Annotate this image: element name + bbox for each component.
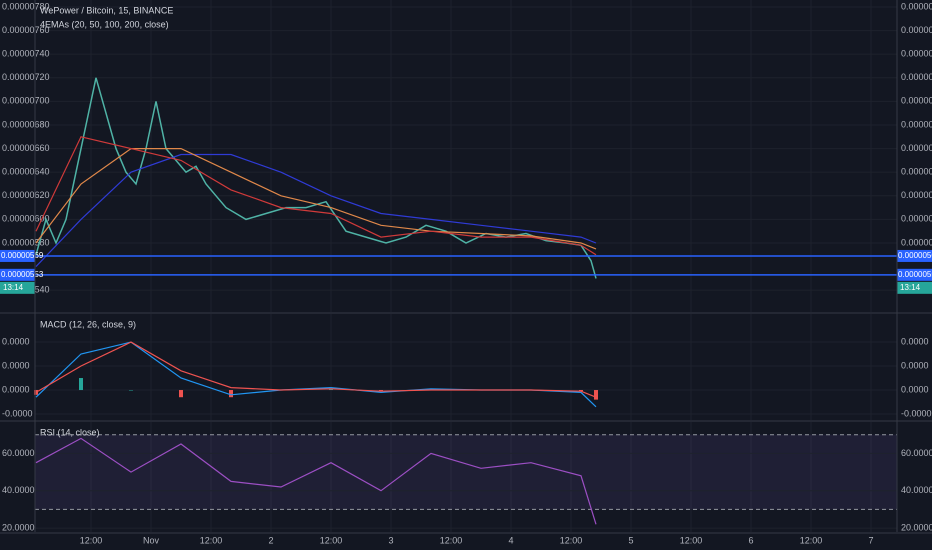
y-tick-label: 60.0000 bbox=[901, 448, 932, 458]
price-label: 0.00000553 bbox=[1, 270, 44, 279]
histogram-bar bbox=[79, 378, 83, 391]
series-line bbox=[35, 341, 597, 398]
x-tick-label: 12:00 bbox=[320, 535, 343, 545]
price-label-box bbox=[0, 268, 35, 281]
countdown: 13:14 bbox=[3, 283, 24, 292]
y-tick-label: 0.00000640 bbox=[2, 167, 50, 177]
x-tick-label: Nov bbox=[143, 535, 160, 545]
x-tick-label: 12:00 bbox=[560, 535, 583, 545]
pane-title: WePower / Bitcoin, 15, BINANCE bbox=[40, 5, 173, 15]
price-label: 0.00000569 bbox=[1, 251, 44, 260]
x-tick-label: 12:00 bbox=[800, 535, 823, 545]
series-line bbox=[35, 437, 597, 525]
y-tick-label: 0.0000 bbox=[901, 336, 929, 346]
x-tick-label: 5 bbox=[628, 535, 633, 545]
countdown-box bbox=[897, 281, 932, 294]
histogram-bar bbox=[594, 390, 598, 400]
y-tick-label: 0.00000780 bbox=[901, 1, 932, 11]
countdown-box bbox=[0, 281, 35, 294]
y-tick-label: 0.00000580 bbox=[901, 237, 932, 247]
histogram-bar bbox=[34, 390, 38, 395]
y-tick-label: 0.00000700 bbox=[901, 96, 932, 106]
y-tick-label: 0.0000 bbox=[901, 360, 929, 370]
x-tick-label: 12:00 bbox=[680, 535, 703, 545]
pane-subtitle: 4EMAs (20, 50, 100, 200, close) bbox=[40, 19, 169, 29]
y-tick-label: 60.0000 bbox=[2, 448, 35, 458]
y-tick-label: 20.0000 bbox=[2, 522, 35, 532]
y-tick-label: 0.00000780 bbox=[2, 1, 50, 11]
x-tick-label: 12:00 bbox=[80, 535, 103, 545]
x-tick-label: 7 bbox=[868, 535, 873, 545]
countdown: 13:14 bbox=[900, 283, 921, 292]
x-tick-label: 12:00 bbox=[440, 535, 463, 545]
x-tick-label: 2 bbox=[268, 535, 273, 545]
y-tick-label: 0.00000620 bbox=[2, 190, 50, 200]
x-tick-label: 12:00 bbox=[200, 535, 223, 545]
y-tick-label: 0.00000660 bbox=[2, 143, 50, 153]
x-tick-label: 3 bbox=[388, 535, 393, 545]
y-tick-label: 0.00000700 bbox=[2, 96, 50, 106]
y-tick-label: 0.0000 bbox=[2, 360, 30, 370]
y-tick-label: 0.00000620 bbox=[901, 190, 932, 200]
y-tick-label: 40.0000 bbox=[901, 485, 932, 495]
y-tick-label: 0.00000720 bbox=[2, 72, 50, 82]
y-tick-label: 0.00000580 bbox=[2, 237, 50, 247]
price-label: 0.00000569 bbox=[898, 251, 932, 260]
x-tick-label: 6 bbox=[748, 535, 753, 545]
x-tick-label: 4 bbox=[508, 535, 513, 545]
histogram-bar bbox=[329, 388, 333, 391]
y-tick-label: 0.00000600 bbox=[901, 214, 932, 224]
y-tick-label: -0.0000 bbox=[901, 408, 932, 418]
y-tick-label: 40.0000 bbox=[2, 485, 35, 495]
y-tick-label: 0.00000640 bbox=[901, 167, 932, 177]
series-line bbox=[35, 77, 597, 279]
y-tick-label: 0.00000680 bbox=[901, 119, 932, 129]
y-tick-label: 0.0000 bbox=[2, 384, 30, 394]
price-label-box bbox=[897, 249, 932, 262]
rsi-band bbox=[35, 434, 897, 510]
y-tick-label: 0.00000760 bbox=[2, 25, 50, 35]
histogram-bar bbox=[179, 390, 183, 398]
y-tick-label: 0.00000680 bbox=[2, 119, 50, 129]
y-tick-label: 0.00000760 bbox=[901, 25, 932, 35]
series-line bbox=[35, 136, 597, 256]
price-label: 0.00000553 bbox=[898, 270, 932, 279]
y-tick-label: 0.00000740 bbox=[2, 49, 50, 59]
y-tick-label: 0.00000720 bbox=[901, 72, 932, 82]
y-tick-label: 0.00000740 bbox=[901, 49, 932, 59]
series-line bbox=[35, 153, 597, 268]
y-tick-label: 0.0000 bbox=[901, 384, 929, 394]
y-tick-label: -0.0000 bbox=[2, 408, 33, 418]
histogram-bar bbox=[129, 390, 133, 391]
price-label-box bbox=[0, 249, 35, 262]
y-tick-label: 0.0000 bbox=[2, 336, 30, 346]
price-label-box bbox=[897, 268, 932, 281]
pane-title: MACD (12, 26, close, 9) bbox=[40, 319, 136, 329]
histogram-bar bbox=[229, 390, 233, 398]
pane-title: RSI (14, close) bbox=[40, 427, 100, 437]
y-tick-label: 0.00000600 bbox=[2, 214, 50, 224]
y-tick-label: 20.0000 bbox=[901, 522, 932, 532]
y-tick-label: 0.00000660 bbox=[901, 143, 932, 153]
